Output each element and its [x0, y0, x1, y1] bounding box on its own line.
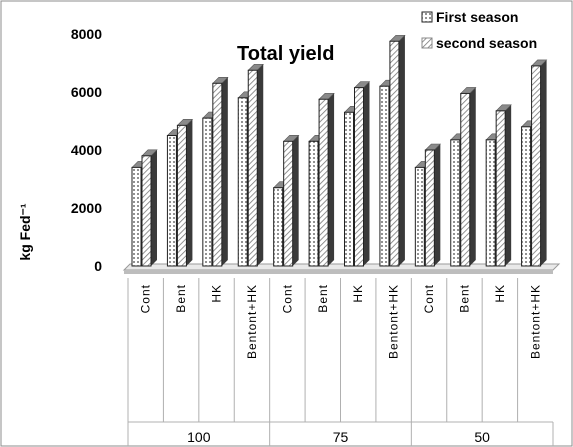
group-label: 75 [333, 429, 349, 445]
bar-side [257, 64, 264, 266]
bar-front [344, 111, 354, 267]
bar-side [328, 93, 335, 266]
bar-front [176, 124, 187, 267]
category-table: 100 75 50 Cont Bent HK Bentont+HK Cont Bent HK Ben… [127, 278, 554, 446]
bar-side [505, 104, 512, 266]
category-label: HK [210, 284, 224, 303]
y-tick-label: 4000 [71, 142, 102, 158]
bar-side [398, 35, 405, 266]
bar-second-season [176, 119, 194, 267]
bar-front [237, 97, 248, 267]
category-label: Cont [139, 284, 153, 313]
bar-front [414, 166, 425, 267]
category-label: Bentont+HK [528, 284, 542, 359]
floor-front [124, 270, 553, 274]
group-label: 50 [474, 429, 490, 445]
bar-front [273, 187, 284, 267]
bar-front [389, 40, 400, 267]
category-label: HK [493, 284, 507, 303]
bar-second-season [353, 81, 371, 267]
bar-front [212, 82, 223, 267]
y-tick-label: 2000 [71, 200, 102, 216]
bars-layer [131, 34, 548, 267]
bar-second-season [212, 77, 229, 267]
bar-side [186, 119, 193, 266]
y-tick-label: 6000 [71, 84, 102, 100]
bar-side [151, 149, 157, 266]
bar-front [131, 166, 142, 267]
chart-title: Total yield [237, 43, 334, 65]
bar-front [531, 65, 542, 267]
bar-front [166, 135, 177, 267]
legend-swatch [421, 37, 433, 49]
bar-side [434, 144, 441, 266]
bar-side [221, 77, 228, 266]
bar-second-season [389, 34, 406, 267]
category-label: Bentont+HK [245, 284, 259, 359]
bar-side [469, 87, 476, 266]
group-label: 100 [187, 429, 211, 445]
category-label: Bent [457, 284, 471, 313]
bar-front [495, 110, 506, 267]
y-tick-label: 8000 [71, 26, 102, 42]
bar-front [247, 69, 258, 267]
bar-second-season [247, 63, 264, 267]
bar-second-season [141, 149, 158, 267]
y-axis: 0 2000 4000 6000 8000 [71, 26, 102, 274]
category-label: HK [351, 284, 365, 303]
category-label: Cont [280, 284, 294, 313]
legend-label: First season [436, 9, 518, 25]
category-label: Cont [422, 284, 436, 313]
y-tick-label: 0 [94, 258, 102, 274]
bar-front [424, 149, 435, 267]
legend: First season second season [421, 9, 537, 51]
bar-side [363, 81, 370, 267]
bar-front [141, 155, 152, 267]
bar-front [318, 98, 329, 267]
bar-side [540, 59, 547, 267]
bar-front [379, 85, 390, 267]
bar-second-season [460, 87, 477, 267]
bar-front [283, 140, 294, 267]
bar-front [460, 92, 471, 267]
bar-front [354, 87, 364, 267]
bar-front [202, 117, 213, 267]
legend-label: second season [436, 35, 537, 51]
bar-second-season [282, 135, 300, 267]
legend-swatch [421, 11, 433, 23]
bar-front [485, 139, 496, 267]
y-axis-label: kg Fed⁻¹ [17, 203, 33, 261]
bar-front [450, 139, 461, 267]
category-label: Bent [316, 284, 330, 313]
bar-second-season [318, 92, 335, 267]
bar-second-season [424, 143, 442, 267]
bar-front [308, 140, 319, 267]
category-label: Bent [174, 284, 188, 313]
bar-front [521, 126, 532, 267]
bar-second-season [530, 59, 548, 267]
bar-side [292, 135, 299, 266]
category-label: Bentont+HK [387, 284, 401, 359]
bar-second-season [495, 104, 512, 267]
